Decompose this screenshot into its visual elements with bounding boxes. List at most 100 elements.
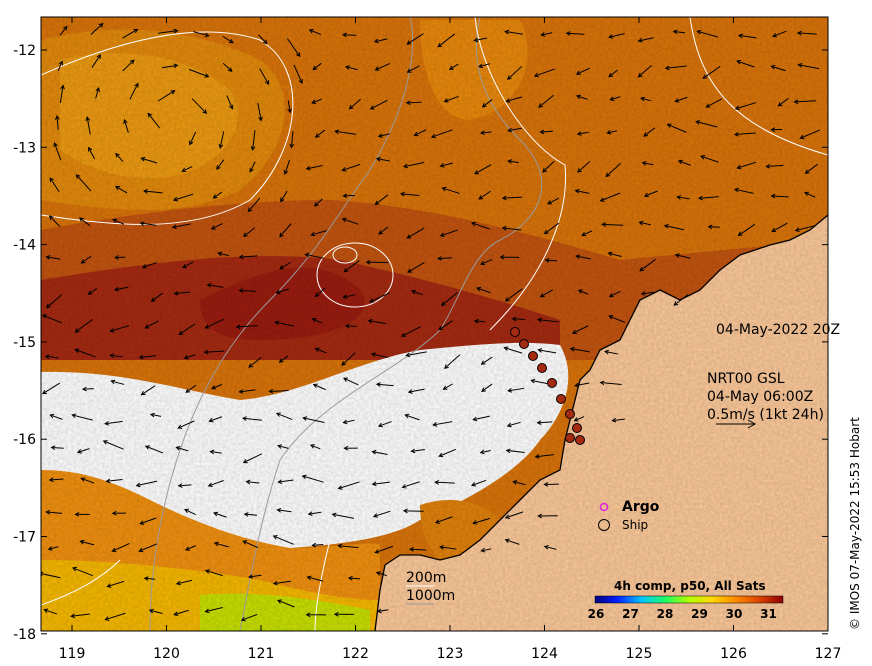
current-arrow [374,545,394,554]
current-arrow [547,197,559,205]
current-arrow [181,166,193,173]
current-arrow [804,191,816,198]
current-arrow [365,259,389,265]
current-arrow [249,161,256,173]
current-arrow [114,255,126,260]
current-arrow [301,474,324,483]
current-arrow [226,95,234,110]
current-arrow [139,221,157,226]
current-arrow [407,388,425,394]
current-arrow [413,129,427,137]
current-arrow [605,163,621,178]
x-axis: 119 120 121 122 123 124 125 126 127 [59,17,841,662]
current-arrow [109,325,130,333]
current-arrow [80,255,92,264]
current-arrow [276,507,292,513]
current-arrow [71,566,94,577]
current-arrow [79,539,95,546]
current-arrow [503,346,523,354]
plot-frame [40,16,829,632]
ship-position-marker [547,378,557,388]
current-arrow [673,294,689,306]
timestamp-label: 04-May-2022 20Z [716,322,840,338]
current-arrow [173,290,191,296]
current-arrow [206,282,224,288]
ship-position-marker [528,351,538,361]
current-arrow [434,479,455,485]
current-arrow [707,224,720,230]
current-arrow [540,32,553,37]
colorbar-tick-label: 31 [760,607,777,621]
current-arrow [343,260,360,273]
current-arrow [242,540,259,549]
x-tick-label: 126 [720,646,747,662]
contour-1000m-label: 1000m [406,588,455,604]
current-arrow [733,131,756,137]
current-arrow [259,68,270,86]
contour-200m-label: 200m [406,570,446,586]
contour-200m-line [149,17,414,631]
current-arrow [238,254,258,260]
current-arrow [448,63,459,70]
current-arrow [241,416,262,421]
current-arrow [576,131,589,136]
current-arrow [302,416,325,423]
current-arrow [771,222,788,233]
current-arrow [607,251,622,257]
current-arrow [480,259,493,266]
current-arrow [53,142,62,161]
current-arrow [309,444,321,450]
current-arrow [305,165,323,171]
y-tick-label: -12 [13,43,36,59]
current-arrow [47,546,59,551]
current-arrow [304,252,325,259]
current-arrow [438,448,457,458]
current-arrow [575,67,590,75]
current-arrow [105,478,123,484]
colorbar-ticks: 26 27 28 29 30 31 [588,607,777,621]
current-arrow [638,220,651,226]
current-arrow [637,37,654,43]
current-arrow [75,174,92,192]
isotherm-central [474,17,567,331]
current-arrow [430,129,453,139]
colorbar [594,595,784,604]
current-arrow [533,68,555,78]
current-arrow [639,258,656,272]
current-arrow [235,324,258,330]
current-arrow [275,412,293,421]
x-tick-label: 122 [342,646,369,662]
current-arrow [210,223,223,230]
current-arrow [222,35,234,44]
current-arrow [640,291,654,296]
current-arrow [374,194,389,206]
current-arrow [793,99,817,105]
current-arrow [59,25,68,36]
current-arrow [87,288,98,295]
colorbar-tick-label: 30 [726,607,743,621]
current-vectors [41,22,821,622]
ship-position-marker [565,433,575,443]
current-arrow [480,547,492,553]
current-arrow [204,607,223,614]
current-arrow [185,384,197,393]
current-arrow [536,420,553,425]
current-arrow [177,483,192,488]
current-arrow [571,325,589,334]
current-arrow [441,186,460,194]
current-arrow [178,323,196,336]
current-arrow [48,215,61,227]
current-arrow [143,576,156,581]
current-arrow [129,82,139,100]
current-arrow [443,95,459,103]
current-arrow [337,543,359,549]
current-arrow [242,227,256,237]
current-arrow [311,318,323,324]
current-arrow [569,346,590,353]
current-arrow [369,99,388,110]
credit-label: © IMOS 07-May-2022 15:53 Hobart [848,417,862,630]
current-arrow [672,29,686,35]
argo-legend-label: Argo [622,499,660,515]
y-tick-label: -15 [13,335,36,351]
